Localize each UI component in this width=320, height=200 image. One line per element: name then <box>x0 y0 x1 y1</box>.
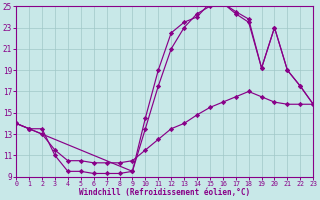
X-axis label: Windchill (Refroidissement éolien,°C): Windchill (Refroidissement éolien,°C) <box>79 188 250 197</box>
